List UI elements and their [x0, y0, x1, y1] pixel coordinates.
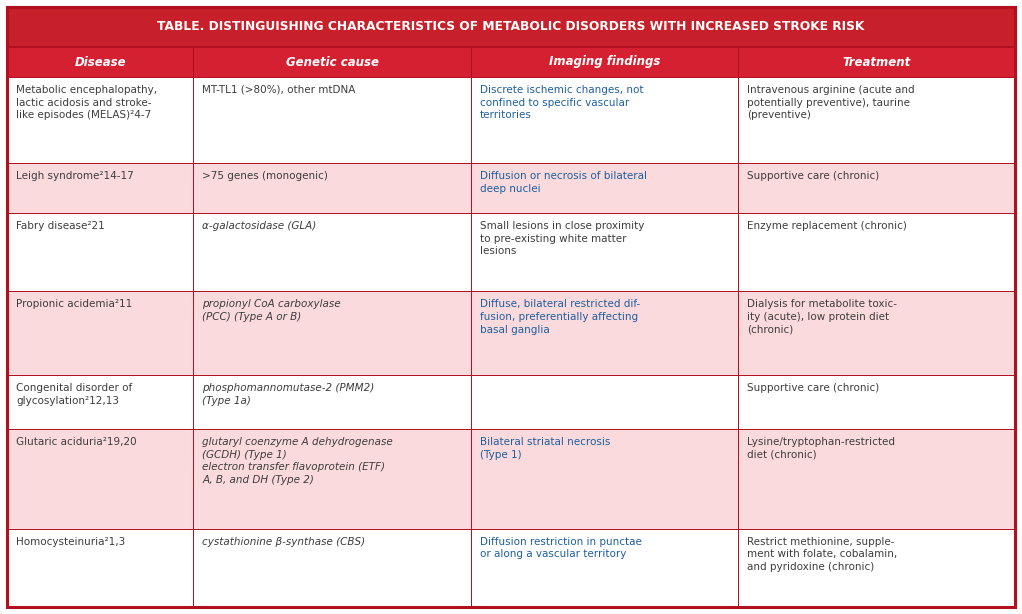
Text: Lysine/tryptophan-restricted
diet (chronic): Lysine/tryptophan-restricted diet (chron…: [747, 437, 895, 459]
Bar: [7, 292, 193, 375]
Bar: [7, 7, 1015, 47]
Text: Fabry disease²21: Fabry disease²21: [16, 221, 104, 231]
Bar: [471, 163, 738, 213]
Text: cystathionine β-synthase (CBS): cystathionine β-synthase (CBS): [202, 537, 366, 547]
Text: >75 genes (monogenic): >75 genes (monogenic): [202, 171, 328, 181]
Text: Discrete ischemic changes, not
confined to specific vascular
territories: Discrete ischemic changes, not confined …: [479, 85, 643, 120]
Bar: [7, 163, 193, 213]
Text: Propionic acidemia²11: Propionic acidemia²11: [16, 300, 132, 309]
Text: Homocysteinuria²1,3: Homocysteinuria²1,3: [16, 537, 126, 547]
Bar: [7, 529, 193, 607]
Bar: [193, 529, 471, 607]
Text: Diffuse, bilateral restricted dif-
fusion, preferentially affecting
basal gangli: Diffuse, bilateral restricted dif- fusio…: [479, 300, 640, 335]
Text: Leigh syndrome²14-17: Leigh syndrome²14-17: [16, 171, 134, 181]
Bar: [471, 429, 738, 529]
Bar: [738, 213, 1015, 292]
Text: Intravenous arginine (acute and
potentially preventive), taurine
(preventive): Intravenous arginine (acute and potentia…: [747, 85, 915, 120]
Text: Diffusion restriction in punctae
or along a vascular territory: Diffusion restriction in punctae or alon…: [479, 537, 642, 559]
Bar: [7, 429, 193, 529]
Text: Bilateral striatal necrosis
(Type 1): Bilateral striatal necrosis (Type 1): [479, 437, 610, 459]
Bar: [193, 292, 471, 375]
Bar: [193, 47, 471, 77]
Bar: [193, 429, 471, 529]
Bar: [471, 213, 738, 292]
Bar: [471, 529, 738, 607]
Text: propionyl CoA carboxylase
(PCC) (Type A or B): propionyl CoA carboxylase (PCC) (Type A …: [202, 300, 341, 322]
Text: Treatment: Treatment: [842, 55, 911, 69]
Text: Restrict methionine, supple-
ment with folate, cobalamin,
and pyridoxine (chroni: Restrict methionine, supple- ment with f…: [747, 537, 897, 572]
Text: glutaryl coenzyme A dehydrogenase
(GCDH) (Type 1)
electron transfer flavoprotein: glutaryl coenzyme A dehydrogenase (GCDH)…: [202, 437, 393, 484]
Bar: [193, 375, 471, 429]
Text: Congenital disorder of
glycosylation²12,13: Congenital disorder of glycosylation²12,…: [16, 383, 132, 406]
Bar: [7, 375, 193, 429]
Text: Metabolic encephalopathy,
lactic acidosis and stroke-
like episodes (MELAS)²4-7: Metabolic encephalopathy, lactic acidosi…: [16, 85, 157, 120]
Text: TABLE. DISTINGUISHING CHARACTERISTICS OF METABOLIC DISORDERS WITH INCREASED STRO: TABLE. DISTINGUISHING CHARACTERISTICS OF…: [157, 20, 865, 34]
Text: Disease: Disease: [75, 55, 126, 69]
Bar: [738, 529, 1015, 607]
Bar: [738, 47, 1015, 77]
Bar: [738, 163, 1015, 213]
Bar: [7, 213, 193, 292]
Bar: [738, 77, 1015, 163]
Text: Diffusion or necrosis of bilateral
deep nuclei: Diffusion or necrosis of bilateral deep …: [479, 171, 647, 194]
Bar: [471, 47, 738, 77]
Text: Supportive care (chronic): Supportive care (chronic): [747, 383, 879, 393]
Text: Glutaric aciduria²19,20: Glutaric aciduria²19,20: [16, 437, 137, 447]
Bar: [738, 375, 1015, 429]
Bar: [193, 77, 471, 163]
Text: MT-TL1 (>80%), other mtDNA: MT-TL1 (>80%), other mtDNA: [202, 85, 356, 95]
Bar: [471, 375, 738, 429]
Text: phosphomannomutase-2 (PMM2)
(Type 1a): phosphomannomutase-2 (PMM2) (Type 1a): [202, 383, 375, 406]
Bar: [7, 47, 193, 77]
Bar: [471, 77, 738, 163]
Text: Enzyme replacement (chronic): Enzyme replacement (chronic): [747, 221, 907, 231]
Text: Dialysis for metabolite toxic-
ity (acute), low protein diet
(chronic): Dialysis for metabolite toxic- ity (acut…: [747, 300, 896, 335]
Bar: [7, 77, 193, 163]
Text: Small lesions in close proximity
to pre-existing white matter
lesions: Small lesions in close proximity to pre-…: [479, 221, 644, 256]
Text: Imaging findings: Imaging findings: [549, 55, 660, 69]
Text: α-galactosidase (GLA): α-galactosidase (GLA): [202, 221, 317, 231]
Text: Genetic cause: Genetic cause: [285, 55, 378, 69]
Bar: [738, 429, 1015, 529]
Text: Supportive care (chronic): Supportive care (chronic): [747, 171, 879, 181]
Bar: [193, 213, 471, 292]
Bar: [738, 292, 1015, 375]
Bar: [193, 163, 471, 213]
Bar: [471, 292, 738, 375]
